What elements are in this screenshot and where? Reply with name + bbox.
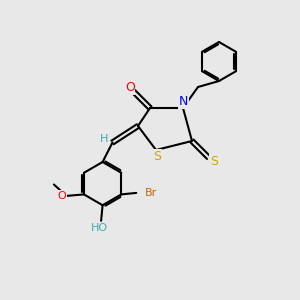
Text: N: N: [179, 95, 188, 108]
Text: S: S: [153, 150, 161, 163]
Text: HO: HO: [91, 223, 108, 233]
Text: Br: Br: [145, 188, 158, 198]
Text: H: H: [100, 134, 108, 145]
Text: O: O: [125, 81, 135, 94]
Text: O: O: [58, 191, 66, 201]
Text: S: S: [210, 154, 218, 168]
